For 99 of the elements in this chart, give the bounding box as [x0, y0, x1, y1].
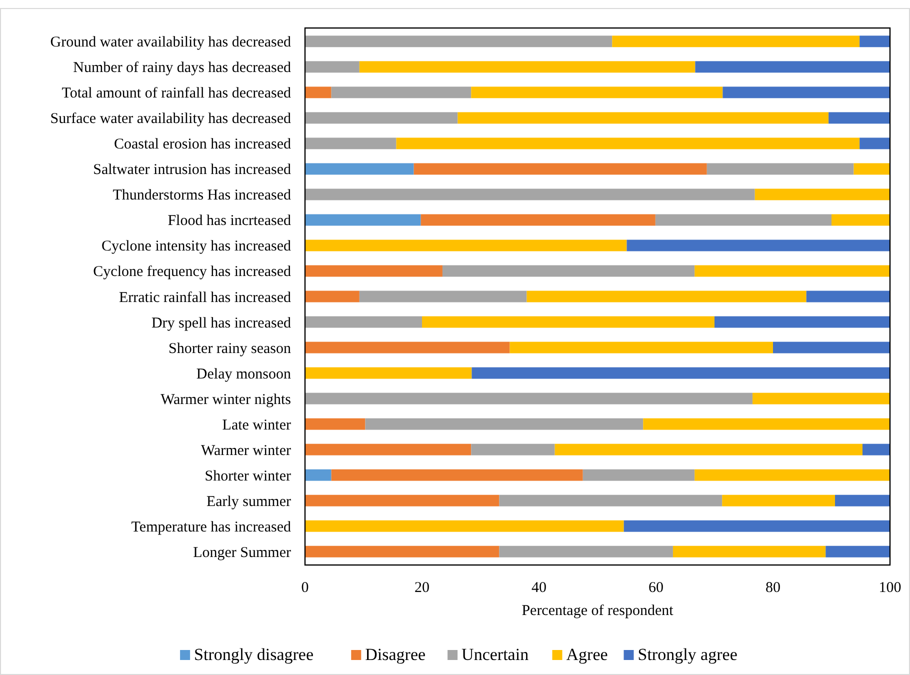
- y-tick-label: Cyclone intensity has increased: [101, 238, 292, 255]
- bar: [305, 367, 472, 379]
- bar: [305, 392, 753, 404]
- bar: [826, 546, 890, 558]
- bar: [773, 342, 890, 354]
- y-tick-label: Warmer winter: [201, 442, 292, 459]
- bar: [582, 469, 695, 481]
- bar: [806, 290, 890, 302]
- bar: [442, 265, 695, 277]
- bar: [305, 163, 414, 175]
- bar: [359, 61, 696, 73]
- bar: [305, 494, 500, 506]
- bar: [305, 469, 332, 481]
- bar: [526, 290, 806, 302]
- y-tick-label: Warmer winter nights: [160, 392, 292, 408]
- y-tick-label: Cyclone frequency has increased: [93, 264, 292, 280]
- bar: [554, 444, 863, 456]
- y-tick-label: Shorter rainy season: [168, 340, 292, 357]
- bar: [422, 316, 714, 328]
- legend-label: Strongly disagree: [194, 645, 314, 664]
- bar: [305, 61, 360, 73]
- bar: [471, 86, 723, 98]
- bar: [305, 265, 442, 277]
- bar: [365, 418, 644, 430]
- bar: [305, 240, 627, 252]
- legend-label: Uncertain: [462, 645, 530, 664]
- y-tick-label: Erratic rainfall has increased: [119, 290, 292, 306]
- bar: [471, 444, 555, 456]
- bar: [305, 418, 366, 430]
- y-tick-label: Longer Summer: [193, 544, 291, 561]
- y-tick-label: Ground water availability has decreased: [50, 34, 292, 51]
- x-axis-title: Percentage of respondent: [522, 603, 674, 619]
- bar: [305, 342, 510, 354]
- y-tick-label: Shorter winter: [204, 468, 291, 484]
- bar: [305, 112, 458, 124]
- x-tick-label: 40: [532, 580, 546, 596]
- bar: [359, 290, 527, 302]
- bar: [828, 112, 890, 124]
- x-tick-label: 80: [766, 580, 780, 596]
- y-tick-label: Thunderstorms Has increased: [112, 188, 292, 204]
- bar: [835, 494, 890, 506]
- bar: [331, 469, 583, 481]
- legend-label: Disagree: [365, 645, 426, 664]
- y-tick-label: Total amount of rainfall has decreased: [62, 86, 292, 102]
- bar: [754, 188, 890, 200]
- y-tick-label: Late winter: [222, 417, 291, 434]
- bar: [499, 494, 722, 506]
- bar: [305, 36, 612, 48]
- bar: [305, 316, 422, 328]
- x-tick-label: 100: [878, 580, 902, 596]
- x-tick-label: 0: [301, 580, 309, 596]
- bar: [612, 36, 860, 48]
- bar: [752, 392, 890, 404]
- y-tick-label: Surface water availability has decreased: [50, 111, 292, 128]
- bar: [472, 367, 890, 379]
- bar: [694, 469, 890, 481]
- bar: [655, 214, 832, 226]
- bar: [722, 86, 890, 98]
- bar: [714, 316, 890, 328]
- bar: [832, 214, 890, 226]
- bar: [305, 520, 624, 532]
- y-tick-label: Flood has incrteased: [168, 213, 292, 230]
- bar: [854, 163, 890, 175]
- bar: [860, 138, 890, 150]
- bar: [694, 265, 890, 277]
- bar: [305, 444, 472, 456]
- bar: [458, 112, 829, 124]
- x-tick-label: 60: [648, 580, 664, 596]
- bar: [420, 214, 656, 226]
- bar: [305, 214, 421, 226]
- bar: [624, 520, 890, 532]
- bar: [722, 494, 836, 506]
- bar: [396, 138, 860, 150]
- bar: [499, 546, 673, 558]
- y-tick-label: Number of rainy days has decreased: [73, 60, 292, 76]
- y-tick-label: Temperature has increased: [131, 519, 292, 536]
- bar: [695, 61, 890, 73]
- bar: [305, 546, 500, 558]
- bar: [305, 138, 396, 150]
- legend-label: Strongly agree: [638, 645, 738, 664]
- bar: [626, 240, 890, 252]
- bar: [414, 163, 707, 175]
- bar: [643, 418, 890, 430]
- bar: [331, 86, 472, 98]
- y-tick-label: Dry spell has increased: [151, 315, 292, 332]
- bar: [510, 342, 773, 354]
- legend-label: Agree: [566, 645, 608, 664]
- y-tick-label: Early summer: [206, 494, 291, 510]
- y-tick-label: Delay monsoon: [196, 366, 292, 382]
- bar: [706, 163, 854, 175]
- y-tick-label: Saltwater intrusion has increased: [93, 162, 292, 178]
- bar: [860, 36, 890, 48]
- bar: [672, 546, 826, 558]
- bar: [862, 444, 890, 456]
- x-tick-label: 20: [414, 580, 430, 596]
- y-tick-label: Coastal erosion has increased: [114, 136, 292, 153]
- bar: [305, 86, 332, 98]
- bar: [305, 188, 755, 200]
- bar: [305, 290, 360, 302]
